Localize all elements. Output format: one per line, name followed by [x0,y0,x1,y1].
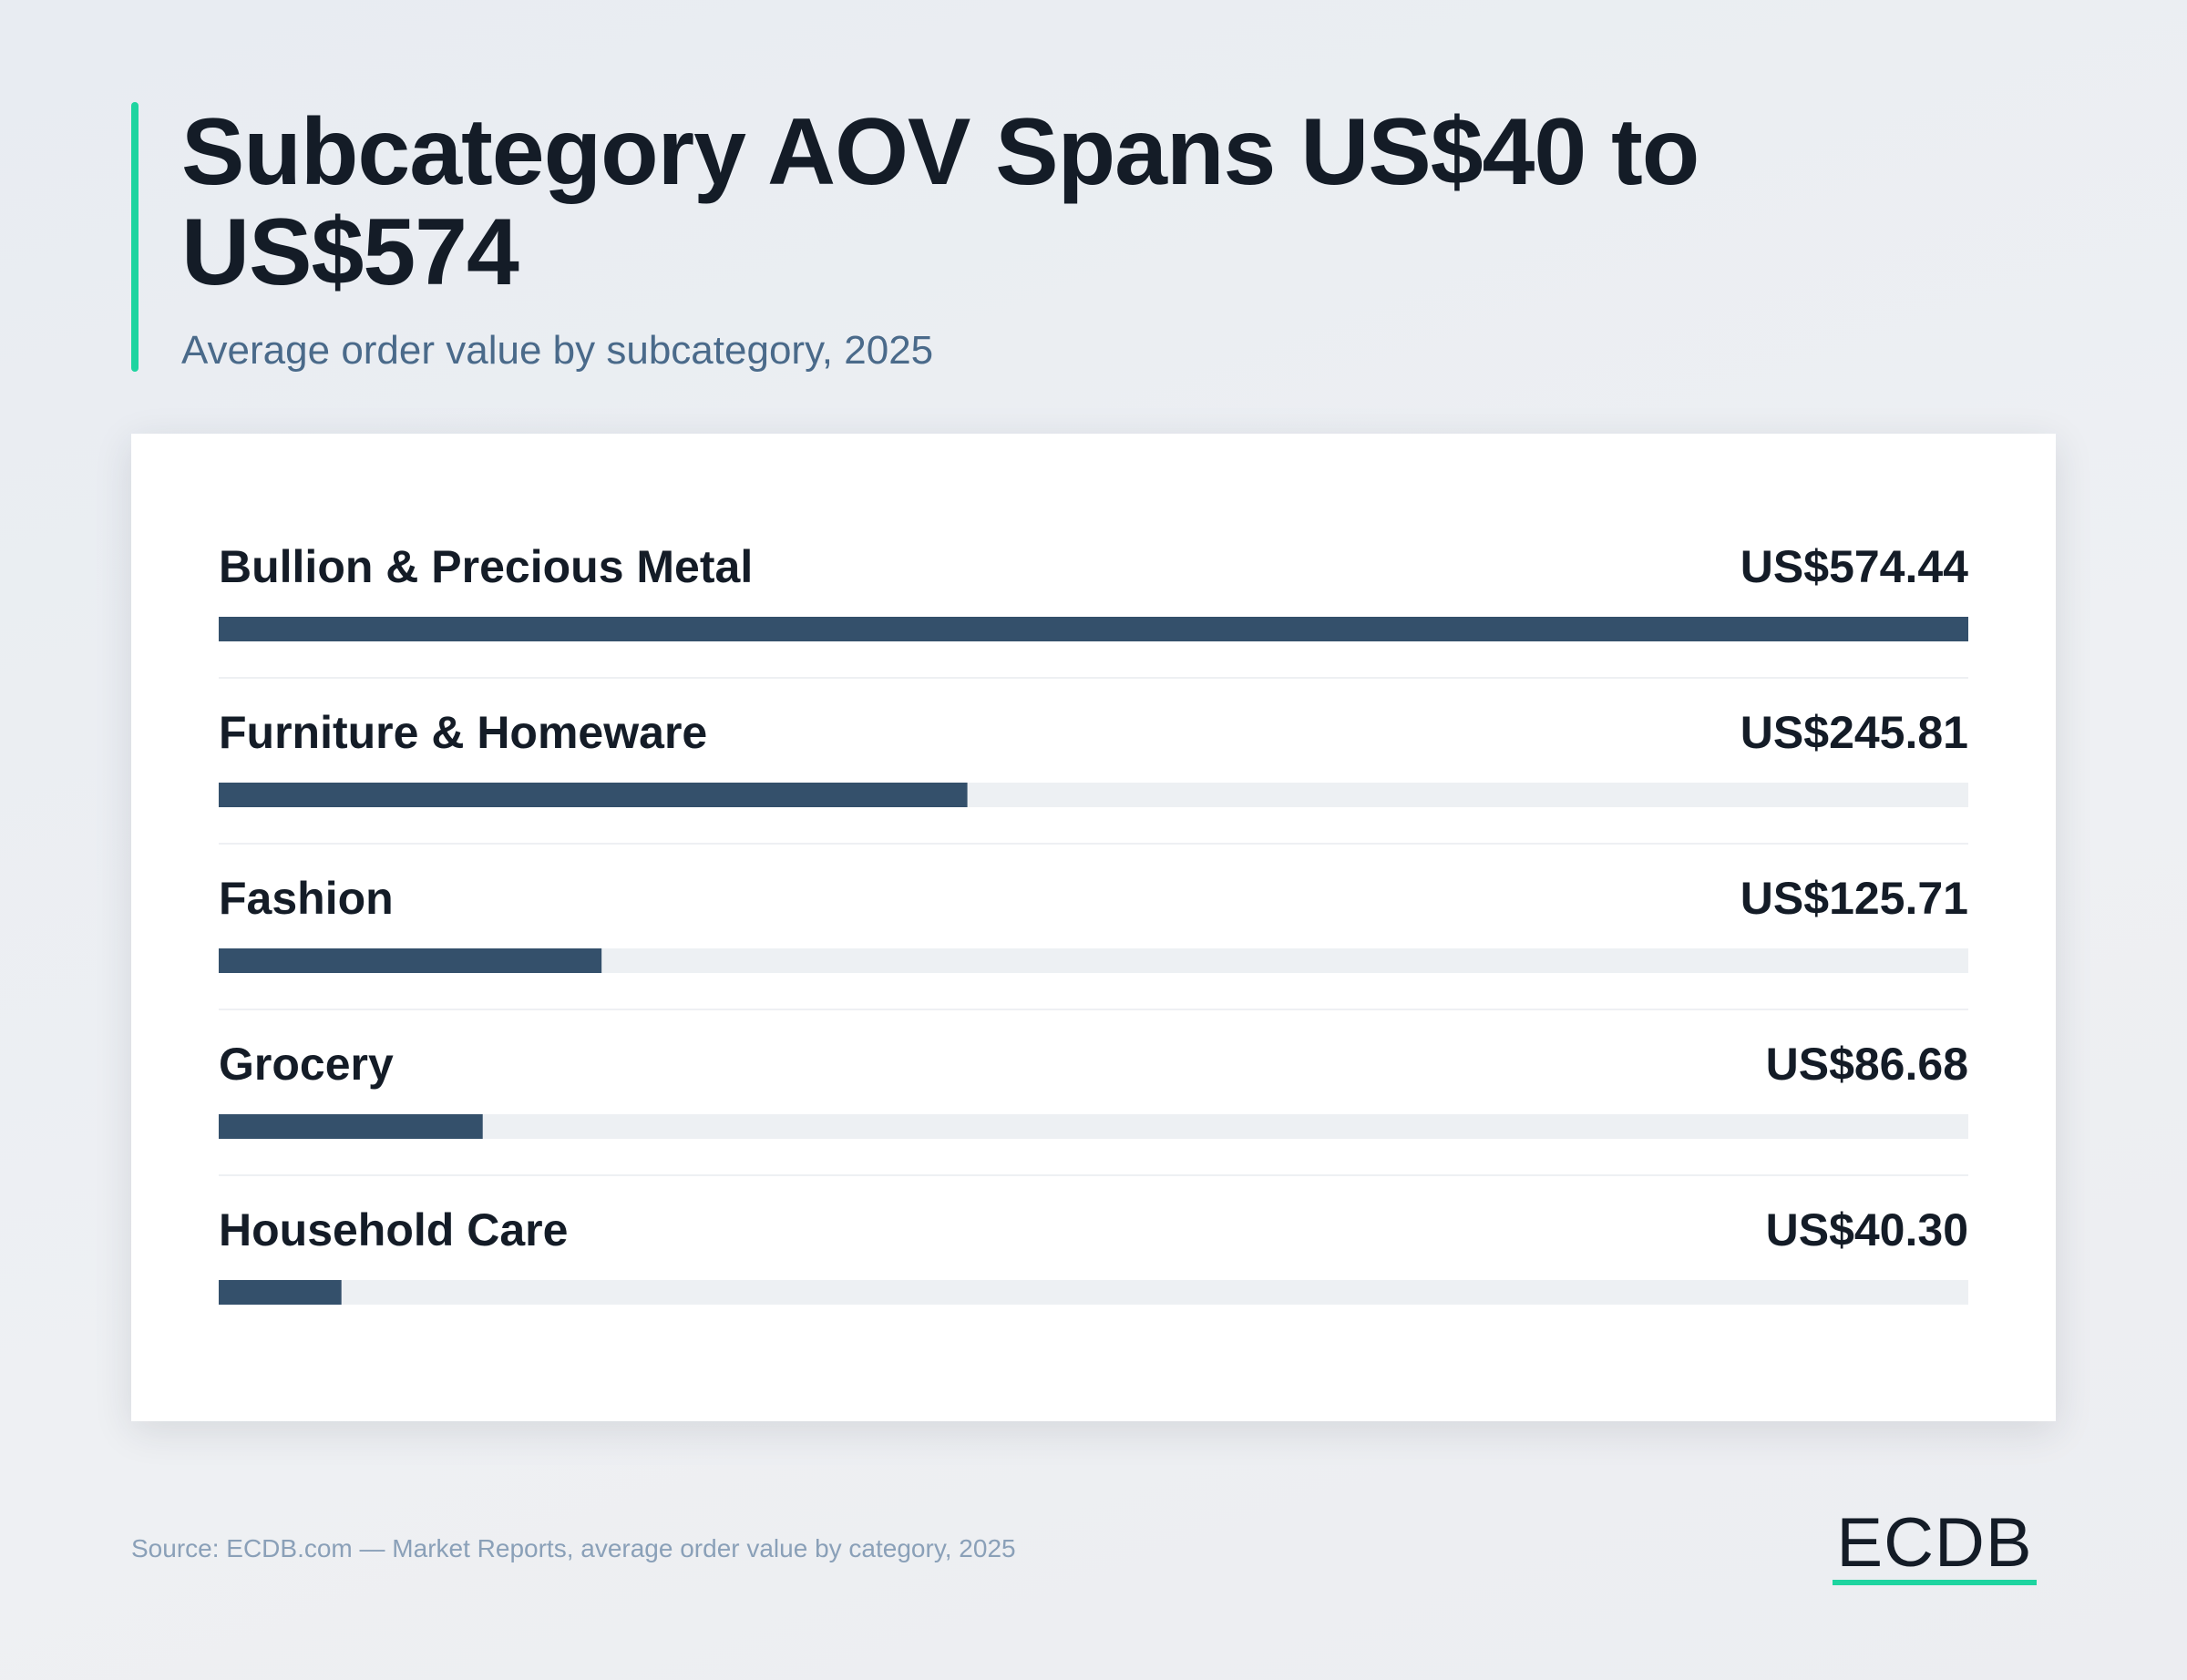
value-label: US$125.71 [1740,873,1968,924]
category-label: Fashion [219,873,394,924]
logo-underline [1833,1580,2037,1585]
source-note: Source: ECDB.com — Market Reports, avera… [131,1534,1016,1562]
bar-track [219,1114,1968,1139]
logo: ECDB [1836,1504,2033,1582]
bar [219,1280,342,1305]
value-label: US$574.44 [1740,541,1968,592]
bar-track [219,1280,1968,1305]
category-label: Furniture & Homeware [219,707,707,758]
bar [219,617,1968,641]
category-label: Household Care [219,1204,568,1255]
bar [219,783,968,807]
bar [219,948,602,973]
accent-bar [131,102,139,372]
chart: Bullion & Precious Metal US$574.44 Furnitu… [219,541,1968,1305]
bar [219,1114,483,1139]
category-label: Bullion & Precious Metal [219,541,753,592]
value-label: US$86.68 [1766,1039,1968,1090]
chart-card: Bullion & Precious Metal US$574.44 Furnitu… [131,434,2056,1421]
chart-subtitle: Average order value by subcategory, 2025 [181,328,934,373]
value-label: US$40.30 [1766,1204,1968,1255]
value-label: US$245.81 [1740,707,1968,758]
chart-title: Subcategory AOV Spans US$40 to US$574 [181,99,1699,305]
category-label: Grocery [219,1039,394,1090]
